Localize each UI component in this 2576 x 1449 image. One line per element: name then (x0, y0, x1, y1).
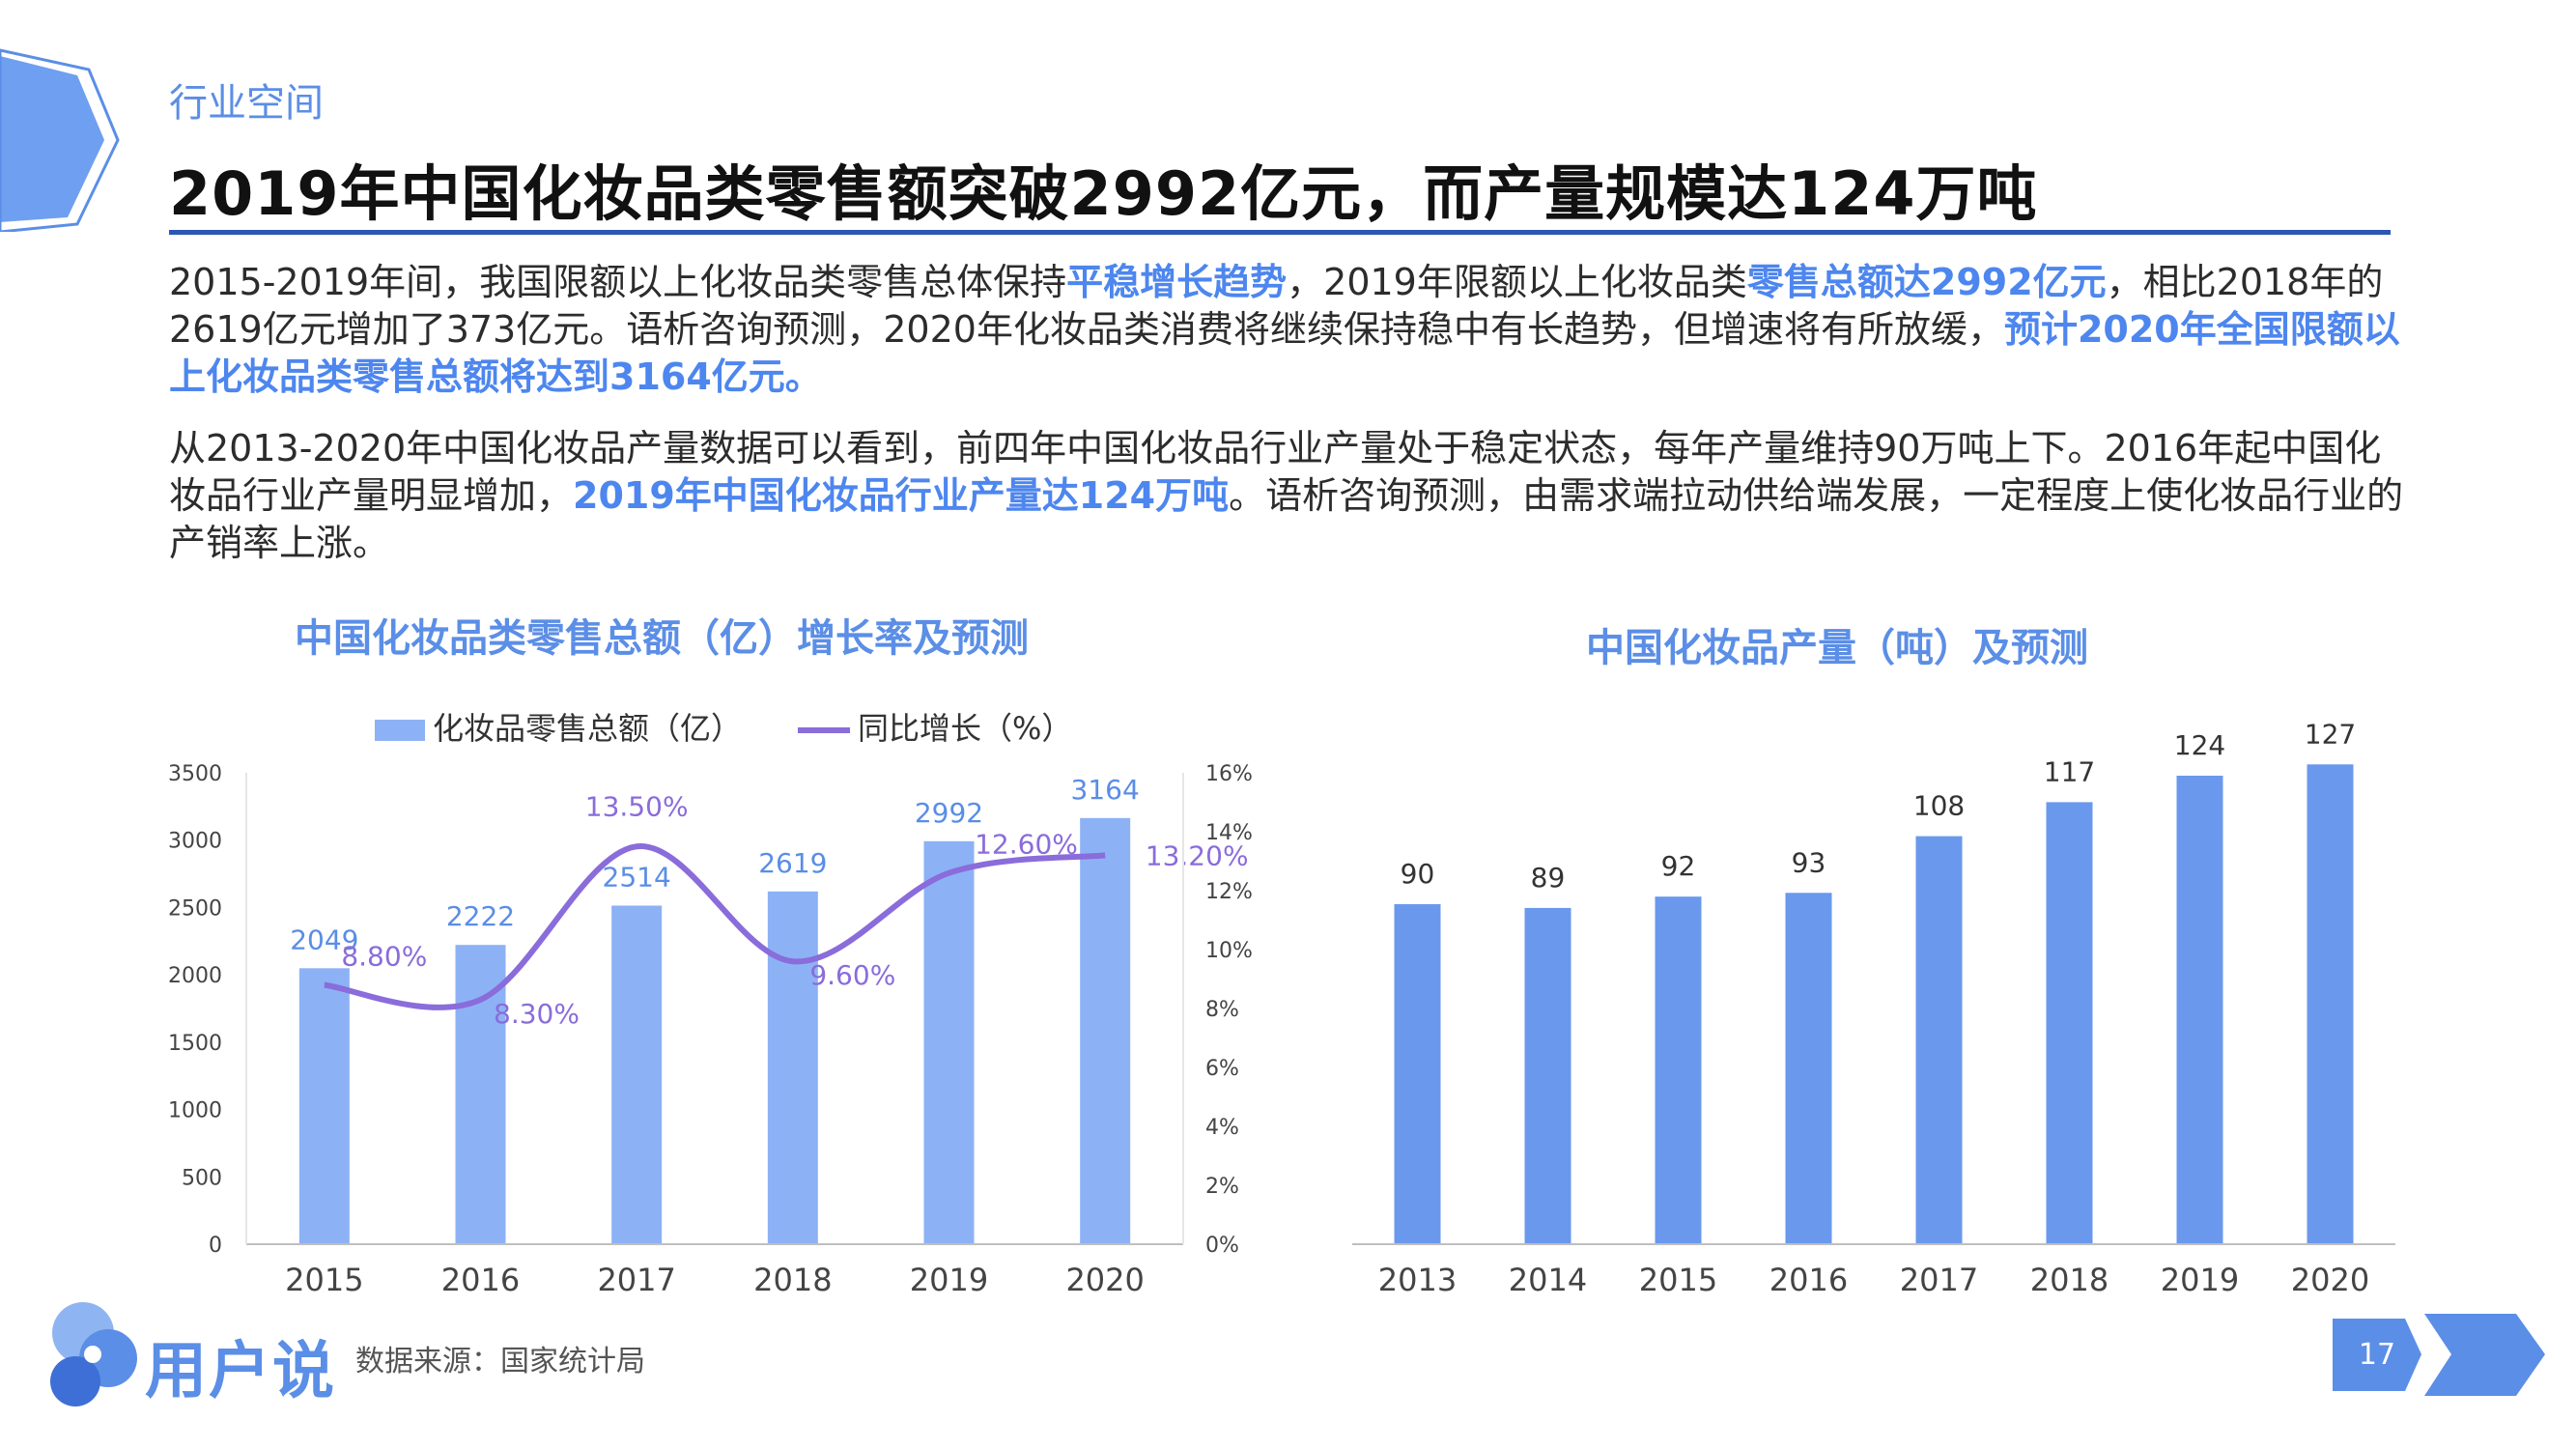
para1-highlight: 平稳增长趋势 (1066, 261, 1288, 303)
line-value-label: 8.80% (341, 941, 427, 973)
para1-text: 2015-2019年间，我国限额以上化妆品类零售总体保持 (169, 261, 1067, 303)
para1-text: ，相比2018年的2619亿元增加了373亿元。语析咨询预测，2020年化妆品类… (169, 261, 2384, 351)
para1-text: ，2019年限额以上化妆品类 (1287, 261, 1747, 303)
title-divider (169, 230, 2391, 235)
page-number: 17 (2358, 1338, 2396, 1372)
chart-title-production: 中国化妆品产量（吨）及预测 (1586, 626, 2088, 670)
legend-line-label: 同比增长（%） (858, 710, 1072, 747)
x-tick-label: 2020 (1065, 1262, 1144, 1298)
bar-value-label: 90 (1401, 858, 1435, 890)
bar-value-label: 127 (2305, 718, 2356, 750)
x-tick-label: 2013 (1378, 1262, 1457, 1298)
y-tick-right: 0% (1205, 1234, 1239, 1258)
bar-retail-2017 (611, 905, 663, 1244)
bar-production-2019 (2176, 776, 2223, 1244)
x-tick-label: 2015 (1639, 1262, 1717, 1298)
bar-value-label: 2049 (290, 923, 358, 955)
para2-text: 。语析咨询预测，由需求端拉动供给端发展，一定程度上使化妆品行业的产销率上涨。 (169, 474, 2404, 564)
para2-highlight: 2019年中国化妆品行业产量达124万吨 (573, 474, 1230, 517)
bar-retail-2015 (298, 968, 350, 1244)
y-tick-left: 2000 (168, 964, 222, 988)
para1-highlight: 预计2020年全国限额以上化妆品类零售总额将达到3164亿元。 (169, 308, 2400, 398)
x-tick-label: 2020 (2291, 1262, 2369, 1298)
bar-production-2020 (2307, 764, 2354, 1244)
bar-value-label: 2619 (758, 847, 827, 879)
bar-production-2016 (1785, 893, 1832, 1244)
bar-value-label: 2222 (446, 900, 515, 932)
line-value-label: 9.60% (809, 959, 895, 991)
line-value-label: 13.20% (1146, 839, 1249, 871)
y-tick-right: 16% (1205, 762, 1253, 786)
bar-production-2018 (2046, 802, 2093, 1244)
bar-value-label: 2992 (915, 797, 983, 829)
x-tick-label: 2014 (1509, 1262, 1587, 1298)
bar-production-2015 (1655, 896, 1702, 1244)
paragraph-production: 从2013-2020年中国化妆品产量数据可以看到，前四年中国化妆品行业产量处于稳… (169, 425, 2410, 567)
bar-value-label: 2514 (603, 861, 671, 893)
y-tick-left: 3000 (168, 830, 222, 854)
page-title: 2019年中国化妆品类零售额突破2992亿元，而产量规模达124万吨 (169, 158, 2038, 229)
para1-highlight: 零售总额达2992亿元 (1746, 261, 2107, 303)
y-tick-left: 1500 (168, 1032, 222, 1056)
production-chart: 90 89 92 93 108 117 124 127 2013 2014 2015 2016 201… (1352, 718, 2395, 1298)
y-tick-right: 4% (1205, 1116, 1239, 1140)
paragraph-retail: 2015-2019年间，我国限额以上化妆品类零售总体保持平稳增长趋势，2019年… (169, 259, 2410, 401)
y-tick-right: 14% (1205, 821, 1253, 845)
brand-name: 用户说 (145, 1336, 336, 1407)
bar-value-label: 3164 (1071, 774, 1140, 806)
bar-value-label: 117 (2044, 755, 2095, 787)
growth-line (324, 843, 1106, 1010)
x-tick-label: 2017 (597, 1262, 675, 1298)
x-tick-label: 2018 (2030, 1262, 2109, 1298)
bar-production-2017 (1915, 836, 1963, 1244)
bar-retail-2020 (1080, 817, 1131, 1244)
bar-production-2014 (1524, 907, 1571, 1244)
legend-bar-label: 化妆品零售总额（亿） (433, 710, 742, 747)
bar-production-2013 (1394, 904, 1441, 1244)
y-tick-left: 1000 (168, 1099, 222, 1123)
y-tick-right: 10% (1205, 939, 1253, 963)
bar-value-label: 93 (1792, 846, 1826, 878)
bar-retail-2019 (923, 840, 975, 1244)
x-tick-label: 2017 (1900, 1262, 1978, 1298)
x-tick-label: 2015 (285, 1262, 363, 1298)
y-tick-right: 12% (1205, 880, 1253, 904)
chart-legend: 化妆品零售总额（亿） 同比增长（%） (375, 710, 1072, 747)
y-tick-left: 3500 (168, 762, 222, 786)
bar-value-label: 92 (1661, 850, 1696, 882)
y-tick-left: 500 (182, 1166, 222, 1190)
bar-value-label: 108 (1913, 790, 1965, 822)
line-value-label: 12.60% (975, 829, 1078, 861)
line-value-label: 13.50% (585, 790, 689, 822)
brand-logo-icon (50, 1302, 137, 1406)
retail-sales-chart: 化妆品零售总额（亿） 同比增长（%） 2049 2222 2514 2619 2992 31… (168, 710, 1253, 1298)
bar-retail-2018 (767, 891, 818, 1244)
y-tick-right: 2% (1205, 1175, 1239, 1199)
bar-retail-2016 (455, 945, 506, 1244)
corner-decoration (0, 48, 120, 232)
y-tick-right: 8% (1205, 998, 1239, 1022)
section-tag: 行业空间 (169, 81, 324, 126)
para2-text: 从2013-2020年中国化妆品产量数据可以看到，前四年中国化妆品行业产量处于稳… (169, 427, 2382, 517)
data-source: 数据来源：国家统计局 (355, 1345, 645, 1378)
x-tick-label: 2019 (2161, 1262, 2239, 1298)
chart-title-retail: 中国化妆品类零售总额（亿）增长率及预测 (295, 616, 1029, 661)
x-tick-label: 2019 (910, 1262, 988, 1298)
next-arrow-icon[interactable] (2424, 1314, 2545, 1396)
page-number-badge (2333, 1319, 2421, 1391)
y-tick-left: 2500 (168, 896, 222, 921)
x-tick-label: 2018 (753, 1262, 832, 1298)
x-tick-label: 2016 (1769, 1262, 1848, 1298)
bar-value-label: 89 (1531, 862, 1566, 894)
legend-bar-swatch (375, 720, 425, 741)
x-tick-label: 2016 (441, 1262, 520, 1298)
bar-value-label: 124 (2174, 729, 2225, 761)
y-tick-right: 6% (1205, 1057, 1239, 1081)
line-value-label: 8.30% (494, 998, 580, 1030)
y-tick-left: 0 (209, 1234, 222, 1258)
